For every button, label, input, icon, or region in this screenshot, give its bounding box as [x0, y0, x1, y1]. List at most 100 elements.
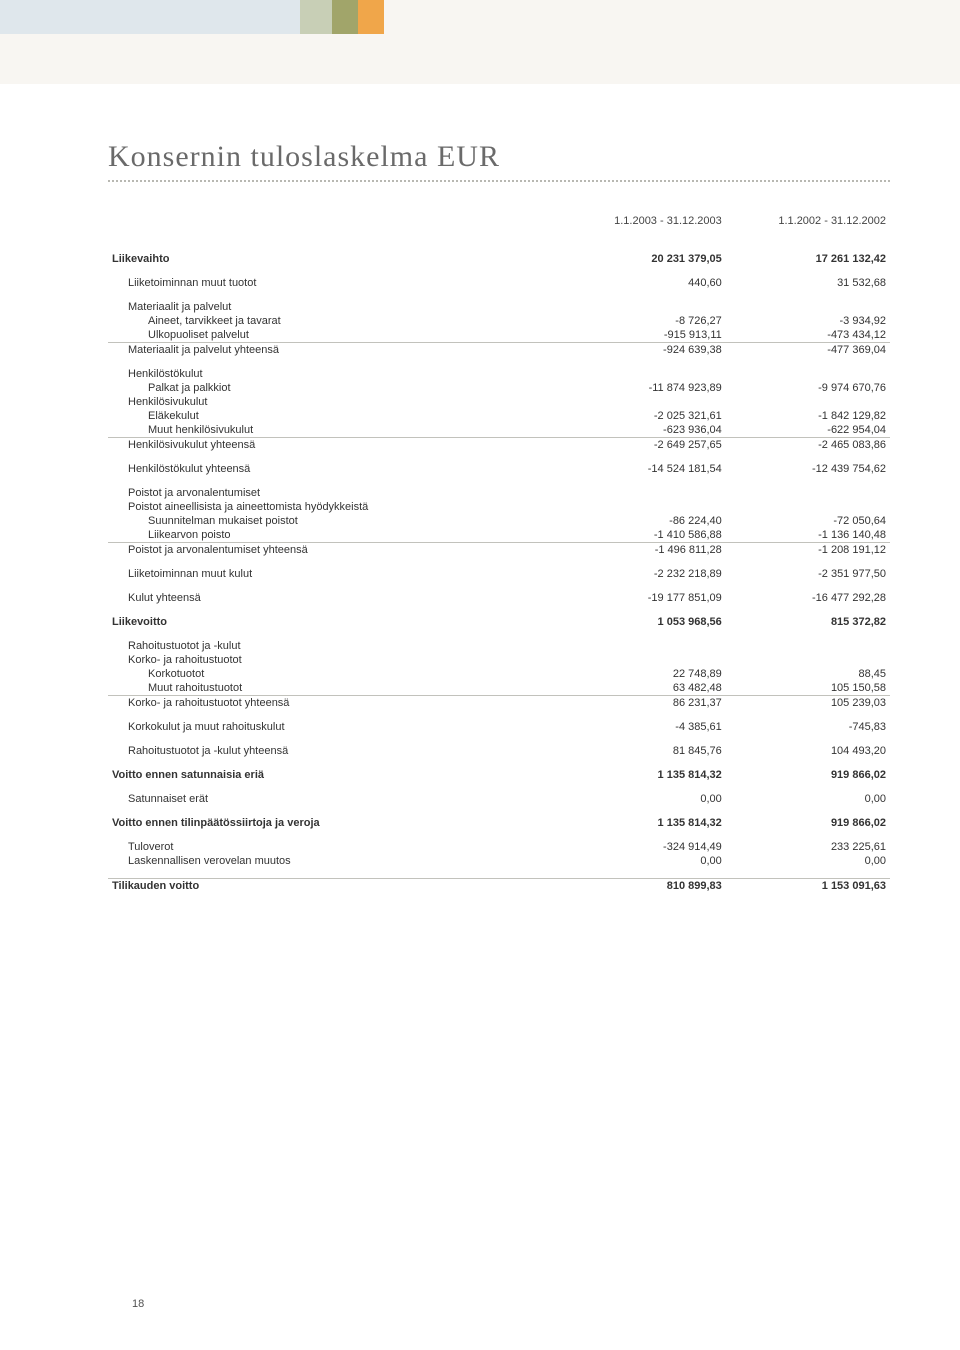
- row-value-2: 104 493,20: [726, 744, 890, 758]
- content-area: Konsernin tuloslaskelma EUR 1.1.2003 - 3…: [108, 140, 890, 893]
- row-label: Voitto ennen tilinpäätössiirtoja ja vero…: [108, 816, 562, 830]
- row-value-2: -9 974 670,76: [726, 381, 890, 395]
- row-value-2: -622 954,04: [726, 423, 890, 438]
- row-value-1: 22 748,89: [562, 667, 726, 681]
- row-label: Voitto ennen satunnaisia eriä: [108, 768, 562, 782]
- table-row: Liiketoiminnan muut kulut-2 232 218,89-2…: [108, 567, 890, 581]
- income-statement-table: 1.1.2003 - 31.12.20031.1.2002 - 31.12.20…: [108, 214, 890, 893]
- row-label: Eläkekulut: [108, 409, 562, 423]
- table-row: [108, 581, 890, 591]
- table-row: Suunnitelman mukaiset poistot-86 224,40-…: [108, 514, 890, 528]
- row-label: Liiketoiminnan muut kulut: [108, 567, 562, 581]
- row-value-2: 919 866,02: [726, 816, 890, 830]
- table-row: [108, 605, 890, 615]
- table-row: [108, 629, 890, 639]
- row-label: Satunnaiset erät: [108, 792, 562, 806]
- row-value-1: 0,00: [562, 792, 726, 806]
- table-row: [108, 452, 890, 462]
- tab-block-light: [0, 0, 300, 34]
- row-label: Muut rahoitustuotot: [108, 681, 562, 696]
- table-row: Rahoitustuotot ja -kulut yhteensä81 845,…: [108, 744, 890, 758]
- page-number: 18: [132, 1298, 144, 1310]
- row-value-2: 105 239,03: [726, 696, 890, 711]
- table-row: Palkat ja palkkiot-11 874 923,89-9 974 6…: [108, 381, 890, 395]
- row-label: Liiketoiminnan muut tuotot: [108, 276, 562, 290]
- row-value-2: 105 150,58: [726, 681, 890, 696]
- row-label: Tuloverot: [108, 840, 562, 854]
- row-label: Henkilöstökulut yhteensä: [108, 462, 562, 476]
- table-row: Henkilösivukulut yhteensä-2 649 257,65-2…: [108, 438, 890, 453]
- row-value-1: 63 482,48: [562, 681, 726, 696]
- table-row: Materiaalit ja palvelut: [108, 300, 890, 314]
- column-header-label: [108, 214, 562, 241]
- row-value-1: 1 135 814,32: [562, 768, 726, 782]
- row-value-2: -2 465 083,86: [726, 438, 890, 453]
- row-value-2: -12 439 754,62: [726, 462, 890, 476]
- table-row: [108, 476, 890, 486]
- row-label: Poistot ja arvonalentumiset: [108, 486, 562, 500]
- row-value-2: -3 934,92: [726, 314, 890, 328]
- table-row: [108, 782, 890, 792]
- row-value-2: [726, 367, 890, 381]
- row-value-2: 233 225,61: [726, 840, 890, 854]
- row-value-1: [562, 300, 726, 314]
- table-row: [108, 266, 890, 276]
- table-row: Laskennallisen verovelan muutos0,000,00: [108, 854, 890, 868]
- row-label: Materiaalit ja palvelut: [108, 300, 562, 314]
- row-value-2: -16 477 292,28: [726, 591, 890, 605]
- row-value-2: 0,00: [726, 792, 890, 806]
- row-label: Korko- ja rahoitustuotot: [108, 653, 562, 667]
- row-value-2: [726, 639, 890, 653]
- row-value-1: 81 845,76: [562, 744, 726, 758]
- table-row: Rahoitustuotot ja -kulut: [108, 639, 890, 653]
- row-label: Palkat ja palkkiot: [108, 381, 562, 395]
- table-header-row: 1.1.2003 - 31.12.20031.1.2002 - 31.12.20…: [108, 214, 890, 241]
- row-value-1: 440,60: [562, 276, 726, 290]
- row-value-2: [726, 395, 890, 409]
- row-label: Ulkopuoliset palvelut: [108, 328, 562, 343]
- row-value-1: -19 177 851,09: [562, 591, 726, 605]
- row-label: Tilikauden voitto: [108, 878, 562, 893]
- row-value-1: 86 231,37: [562, 696, 726, 711]
- row-label: Henkilöstökulut: [108, 367, 562, 381]
- row-value-1: [562, 500, 726, 514]
- table-row: [108, 734, 890, 744]
- row-value-1: -11 874 923,89: [562, 381, 726, 395]
- row-value-2: [726, 653, 890, 667]
- table-row: Voitto ennen tilinpäätössiirtoja ja vero…: [108, 816, 890, 830]
- row-value-2: -473 434,12: [726, 328, 890, 343]
- row-label: Muut henkilösivukulut: [108, 423, 562, 438]
- table-row: Henkilösivukulut: [108, 395, 890, 409]
- row-label: Liikearvon poisto: [108, 528, 562, 543]
- row-value-2: [726, 500, 890, 514]
- table-row: Liiketoiminnan muut tuotot440,6031 532,6…: [108, 276, 890, 290]
- row-value-2: -72 050,64: [726, 514, 890, 528]
- row-value-1: [562, 395, 726, 409]
- table-row: Poistot aineellisista ja aineettomista h…: [108, 500, 890, 514]
- table-row: Muut rahoitustuotot63 482,48105 150,58: [108, 681, 890, 696]
- row-value-1: -324 914,49: [562, 840, 726, 854]
- table-row: [108, 290, 890, 300]
- row-value-1: 0,00: [562, 854, 726, 868]
- row-value-2: 17 261 132,42: [726, 241, 890, 266]
- table-row: Korko- ja rahoitustuotot yhteensä86 231,…: [108, 696, 890, 711]
- row-value-1: 20 231 379,05: [562, 241, 726, 266]
- row-value-2: [726, 300, 890, 314]
- tab-block-green-light: [300, 0, 332, 34]
- row-label: Henkilösivukulut yhteensä: [108, 438, 562, 453]
- table-row: [108, 758, 890, 768]
- page-title: Konsernin tuloslaskelma EUR: [108, 140, 890, 174]
- table-row: Ulkopuoliset palvelut-915 913,11-473 434…: [108, 328, 890, 343]
- row-value-2: 1 153 091,63: [726, 878, 890, 893]
- row-value-1: 1 053 968,56: [562, 615, 726, 629]
- title-rule: [108, 180, 890, 182]
- row-value-1: 810 899,83: [562, 878, 726, 893]
- table-row: [108, 557, 890, 567]
- column-header-period-2: 1.1.2002 - 31.12.2002: [726, 214, 890, 241]
- row-value-1: 1 135 814,32: [562, 816, 726, 830]
- table-row: Korkokulut ja muut rahoituskulut-4 385,6…: [108, 720, 890, 734]
- row-value-1: -2 025 321,61: [562, 409, 726, 423]
- table-row: Voitto ennen satunnaisia eriä1 135 814,3…: [108, 768, 890, 782]
- row-value-1: -14 524 181,54: [562, 462, 726, 476]
- table-row: Poistot ja arvonalentumiset: [108, 486, 890, 500]
